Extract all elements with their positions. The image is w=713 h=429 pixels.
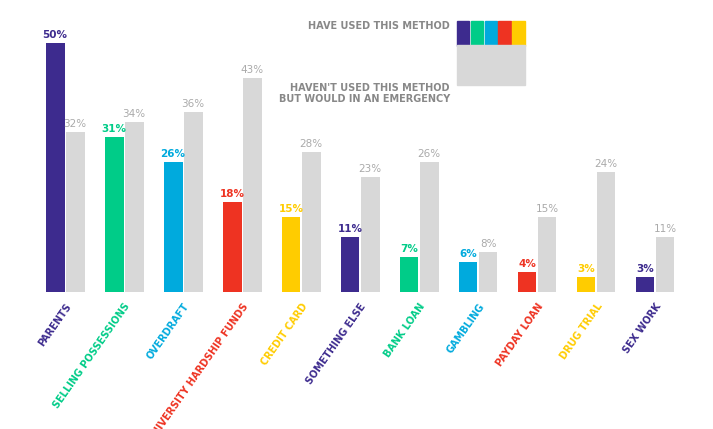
Text: 34%: 34% <box>123 109 145 119</box>
Text: 4%: 4% <box>518 259 536 269</box>
Text: 11%: 11% <box>653 224 677 234</box>
Text: 3%: 3% <box>577 264 595 274</box>
Text: 23%: 23% <box>359 164 381 174</box>
Bar <box>399 257 419 292</box>
Text: 32%: 32% <box>63 119 87 130</box>
Bar <box>302 152 321 292</box>
Bar <box>222 202 242 292</box>
FancyBboxPatch shape <box>457 45 525 85</box>
Text: 26%: 26% <box>160 149 185 159</box>
Bar <box>105 137 123 292</box>
Bar <box>66 133 85 292</box>
Bar <box>341 237 359 292</box>
Bar <box>577 277 595 292</box>
Text: 8%: 8% <box>480 239 496 249</box>
Bar <box>361 177 379 292</box>
Bar <box>655 237 674 292</box>
Text: HAVE USED THIS METHOD: HAVE USED THIS METHOD <box>308 21 450 31</box>
Bar <box>635 277 655 292</box>
Bar <box>184 112 202 292</box>
Bar <box>282 217 300 292</box>
Text: 7%: 7% <box>400 244 418 254</box>
FancyBboxPatch shape <box>512 21 525 46</box>
Text: 11%: 11% <box>337 224 362 234</box>
Bar <box>164 162 183 292</box>
Bar <box>458 262 478 292</box>
Bar <box>518 272 536 292</box>
Bar <box>597 172 615 292</box>
FancyBboxPatch shape <box>471 21 483 46</box>
Bar <box>242 78 262 292</box>
Bar <box>420 162 438 292</box>
Bar <box>538 217 556 292</box>
Text: 43%: 43% <box>240 65 264 75</box>
Bar <box>125 122 143 292</box>
Text: 6%: 6% <box>459 249 477 259</box>
FancyBboxPatch shape <box>457 21 469 46</box>
Text: 26%: 26% <box>418 149 441 159</box>
Text: HAVEN'T USED THIS METHOD
BUT WOULD IN AN EMERGENCY: HAVEN'T USED THIS METHOD BUT WOULD IN AN… <box>279 82 450 104</box>
Text: 3%: 3% <box>636 264 654 274</box>
Text: 15%: 15% <box>279 204 304 214</box>
FancyBboxPatch shape <box>485 21 497 46</box>
Text: 36%: 36% <box>182 100 205 109</box>
Text: 50%: 50% <box>43 30 68 40</box>
Text: 28%: 28% <box>299 139 323 149</box>
Text: 24%: 24% <box>595 159 617 169</box>
FancyBboxPatch shape <box>498 21 511 46</box>
Text: 15%: 15% <box>535 204 558 214</box>
Text: 18%: 18% <box>220 189 245 199</box>
Bar <box>46 43 65 292</box>
Text: 31%: 31% <box>102 124 127 134</box>
Bar <box>478 252 498 292</box>
